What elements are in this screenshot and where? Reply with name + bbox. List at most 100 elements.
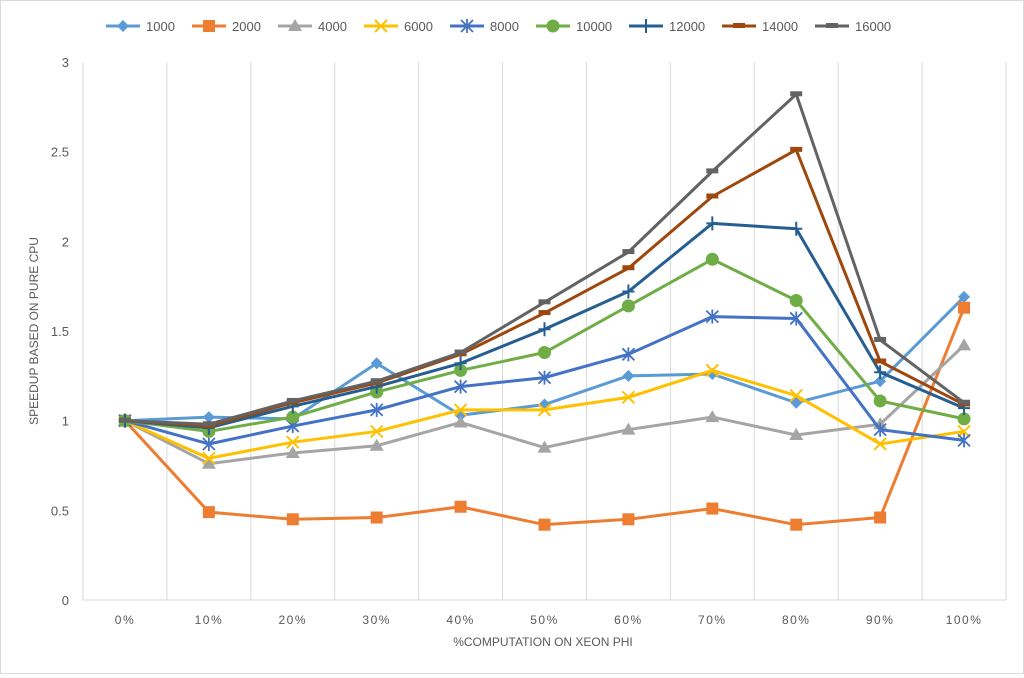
data-point-square xyxy=(370,511,383,524)
y-tick-label: 3 xyxy=(62,55,69,70)
data-point-star xyxy=(621,347,636,362)
legend-label: 1000 xyxy=(146,19,175,34)
data-point-plus xyxy=(706,216,719,231)
data-point-dash xyxy=(202,421,215,427)
data-point-star xyxy=(202,436,216,451)
data-point-plus xyxy=(538,322,551,337)
legend-label: 6000 xyxy=(404,19,433,34)
series-16000 xyxy=(118,91,971,427)
data-point-dash xyxy=(622,249,635,255)
data-point-triangle xyxy=(621,422,636,435)
data-point-circle xyxy=(957,412,971,426)
legend-label: 4000 xyxy=(318,19,347,34)
data-point-dash xyxy=(622,265,635,271)
data-point-plus xyxy=(622,284,635,299)
data-point-star xyxy=(873,422,887,437)
x-tick-label: 80% xyxy=(782,613,811,627)
data-point-circle xyxy=(538,346,551,360)
series-2000 xyxy=(118,301,971,531)
data-point-star xyxy=(705,309,719,324)
x-tick-label: 50% xyxy=(530,613,559,627)
data-point-diamond xyxy=(958,290,971,303)
data-point-dash xyxy=(118,417,131,423)
x-tick-label: 0% xyxy=(115,613,135,627)
data-point-square xyxy=(706,502,719,515)
series-group xyxy=(117,91,972,531)
data-point-x xyxy=(873,437,887,451)
data-point-x xyxy=(374,19,388,33)
data-point-dash xyxy=(826,23,838,28)
x-tick-label: 90% xyxy=(866,613,895,627)
data-point-star xyxy=(453,379,468,394)
legend-item-4000: 4000 xyxy=(278,19,347,34)
legend-label: 2000 xyxy=(232,19,261,34)
data-point-circle xyxy=(546,19,560,33)
data-point-star xyxy=(370,402,384,417)
data-point-dash xyxy=(706,193,719,199)
data-point-square xyxy=(874,511,887,524)
series-14000 xyxy=(118,146,971,429)
gridlines xyxy=(82,62,1007,601)
x-axis-title: %COMPUTATION ON XEON PHI xyxy=(453,635,633,649)
data-point-circle xyxy=(789,294,803,308)
data-point-circle xyxy=(454,363,468,377)
data-point-x xyxy=(202,451,216,466)
legend-item-6000: 6000 xyxy=(364,19,433,34)
legend-item-1000: 1000 xyxy=(106,19,175,34)
data-point-circle xyxy=(621,299,635,313)
data-point-x xyxy=(453,403,468,417)
data-point-triangle xyxy=(201,456,216,469)
x-tick-label: 60% xyxy=(614,613,643,627)
x-tick-label: 20% xyxy=(279,613,308,627)
data-point-triangle xyxy=(537,440,552,453)
data-point-diamond xyxy=(874,375,887,388)
legend: 1000 2000 4000 6000 8000 10000 12000 14000 16000 xyxy=(106,19,891,34)
data-point-star xyxy=(957,433,971,448)
data-point-diamond xyxy=(117,20,129,32)
legend-item-12000: 12000 xyxy=(629,19,705,34)
data-point-diamond xyxy=(202,411,215,424)
data-point-star xyxy=(460,19,474,33)
data-point-circle xyxy=(873,394,887,408)
data-point-triangle xyxy=(288,19,302,31)
data-point-dash xyxy=(958,399,971,405)
y-tick-label: 2.5 xyxy=(51,145,69,160)
data-point-triangle xyxy=(705,410,720,423)
data-point-square xyxy=(203,20,215,32)
data-point-diamond xyxy=(370,357,383,370)
data-point-x xyxy=(537,403,552,417)
data-point-plus xyxy=(790,221,803,236)
data-point-dash xyxy=(790,91,803,97)
legend-item-16000: 16000 xyxy=(815,19,891,34)
series-6000 xyxy=(118,363,971,466)
data-point-x xyxy=(705,363,720,378)
data-point-dash xyxy=(706,168,719,174)
legend-label: 16000 xyxy=(855,19,891,34)
data-point-x xyxy=(621,390,636,405)
data-point-square xyxy=(202,506,215,519)
x-tick-label: 70% xyxy=(698,613,727,627)
data-point-plus xyxy=(454,356,467,371)
y-tick-label: 0 xyxy=(62,593,69,608)
data-point-square xyxy=(622,513,635,526)
y-tick-label: 0.5 xyxy=(51,503,69,518)
data-point-dash xyxy=(733,23,745,28)
data-point-star xyxy=(789,311,803,326)
data-point-triangle xyxy=(453,415,468,428)
x-axis-ticks: 0% 10% 20% 30% 40% 50% 60% 70% 80% 90% 100% xyxy=(115,613,981,627)
legend-item-10000: 10000 xyxy=(536,19,612,34)
data-point-dash xyxy=(370,378,383,384)
y-axis-ticks: 0 0.5 1 1.5 2 2.5 3 xyxy=(51,55,69,608)
x-tick-label: 30% xyxy=(362,613,391,627)
legend-label: 10000 xyxy=(576,19,612,34)
y-tick-label: 1.5 xyxy=(51,324,69,339)
legend-label: 14000 xyxy=(762,19,798,34)
y-tick-label: 2 xyxy=(62,234,69,249)
data-point-triangle xyxy=(957,338,972,351)
data-point-square xyxy=(286,513,299,526)
data-point-dash xyxy=(874,358,887,364)
legend-label: 8000 xyxy=(490,19,519,34)
data-point-square xyxy=(790,518,803,531)
